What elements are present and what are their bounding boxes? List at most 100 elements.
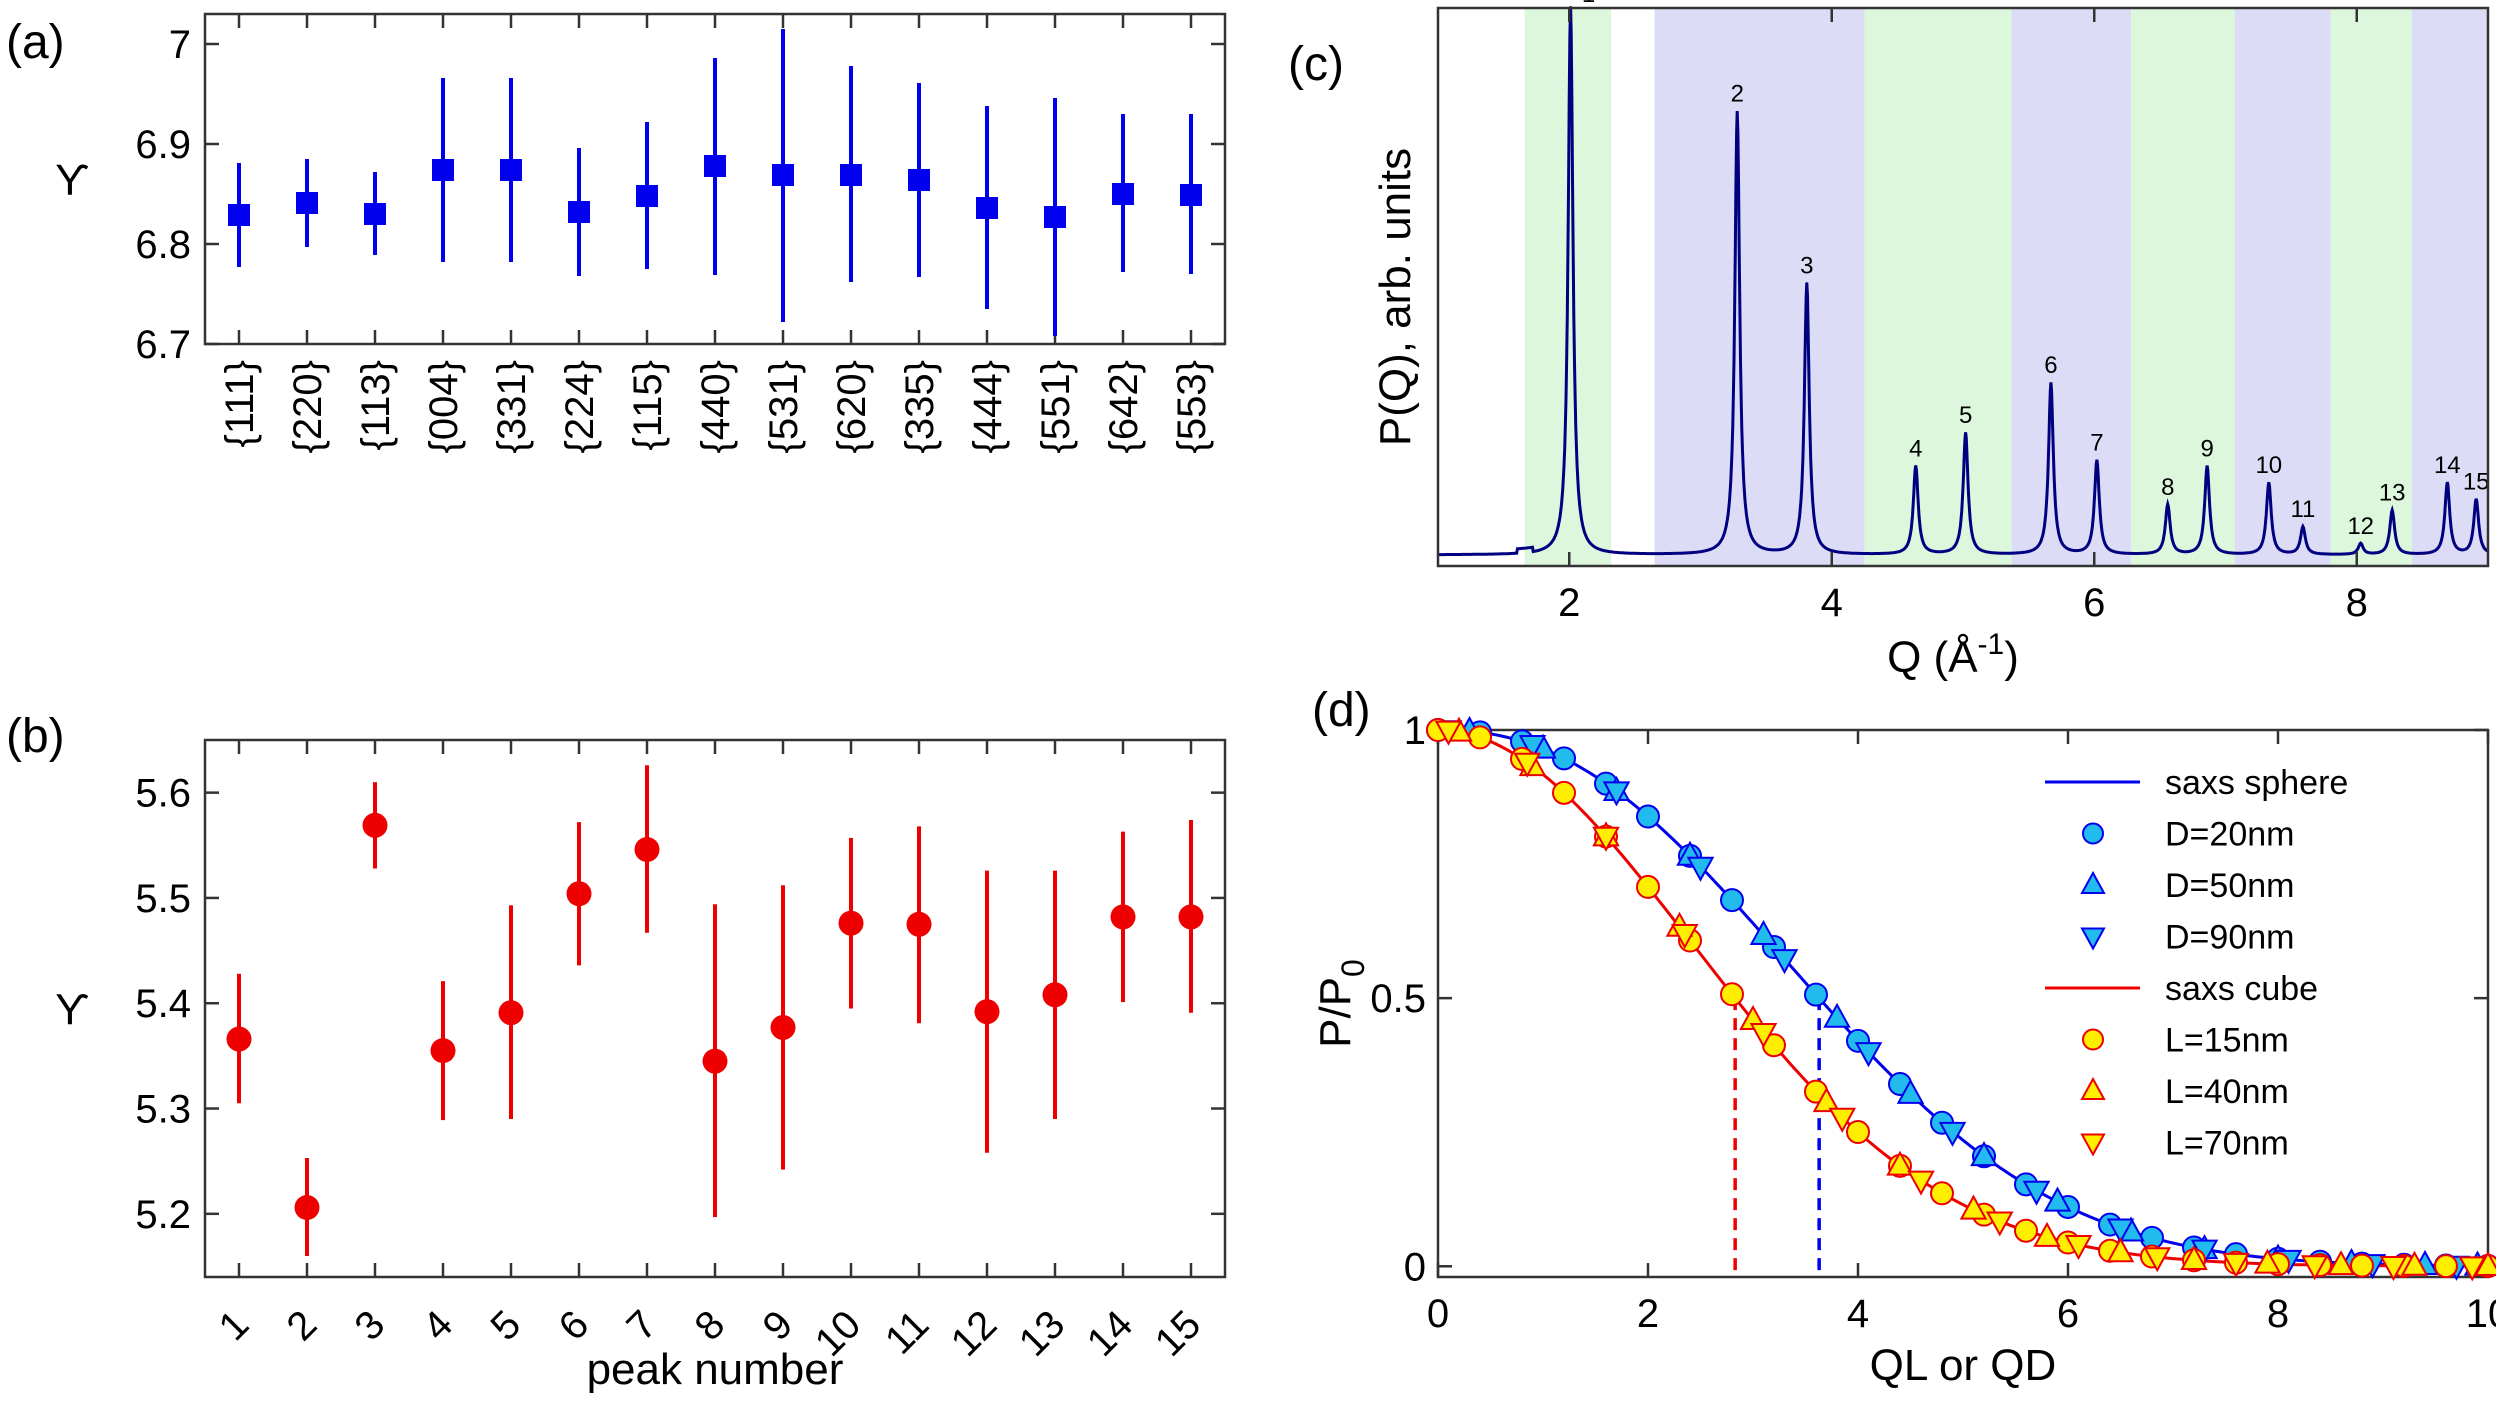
- legend-label: L=15nm: [2165, 1022, 2289, 1060]
- data-point-l70nm: [1985, 1211, 2014, 1237]
- legend-marker: [2082, 822, 2104, 845]
- data-point-l40nm: [1959, 1194, 1988, 1220]
- data-point-d20nm: [1636, 804, 1660, 829]
- data-point-l40nm: [2327, 1250, 2355, 1276]
- y-axis-label: P/P0: [1311, 959, 1371, 1048]
- legend-marker: [2080, 1133, 2106, 1157]
- panel-a-chart: 6.7 6.8 6.9 7 {111} {220} {113} {004} {331} {224}…: [55, 12, 1227, 453]
- x-tick-label: 12: [943, 1302, 1006, 1365]
- data-point-d90nm: [1938, 1121, 1967, 1147]
- data-point-l70nm: [2143, 1247, 2172, 1273]
- data-point-d90nm: [1770, 949, 1799, 975]
- peak-label: 11: [2290, 496, 2315, 523]
- peak-label: 15: [2463, 469, 2490, 496]
- legend-marker: [2080, 870, 2106, 894]
- data-point-l15nm: [1930, 1181, 1954, 1206]
- legend-marker: [2080, 927, 2106, 951]
- panel-label-b: (b): [6, 710, 65, 763]
- x-tick-label: 2: [1637, 1292, 1659, 1336]
- peak-label: 9: [2200, 435, 2213, 462]
- data-point-d50nm: [1823, 1002, 1851, 1028]
- x-tick-label: 3: [347, 1302, 394, 1349]
- x-tick-label: 13: [1011, 1302, 1074, 1365]
- legend-label: L=70nm: [2165, 1125, 2289, 1163]
- data-point: [362, 812, 388, 838]
- y-tick-label: 7: [169, 23, 191, 67]
- y-axis-label-text: P/P: [1311, 977, 1360, 1048]
- shaded-q-band: [1654, 8, 1865, 566]
- panel-label-c: (c): [1288, 38, 1344, 91]
- x-tick-label-miller: {440}: [694, 360, 738, 453]
- data-point: [974, 999, 1000, 1025]
- data-point-d50nm: [1749, 919, 1778, 945]
- peak-label: 3: [1800, 252, 1813, 279]
- data-point: [228, 204, 250, 226]
- data-point-l70nm: [1670, 923, 1699, 950]
- x-axis-label: QL or QD: [1870, 1341, 2057, 1390]
- x-axis-label-sup: -1: [1978, 628, 2005, 661]
- x-tick-label: 4: [415, 1302, 462, 1349]
- data-point-l70nm: [1749, 1023, 1778, 1049]
- data-point: [1042, 982, 1068, 1008]
- y-axis-label-sub: 0: [1335, 959, 1371, 977]
- data-point: [566, 881, 592, 907]
- data-point: [1044, 206, 1066, 228]
- data-point: [364, 203, 386, 225]
- y-axis-label: ϒ: [55, 156, 89, 205]
- sphere-fit-line: [1438, 728, 2488, 1268]
- x-tick-label: 4: [1847, 1292, 1869, 1336]
- y-tick-label: 6.9: [135, 123, 191, 167]
- x-tick-label: 2: [279, 1302, 326, 1349]
- data-point: [498, 1000, 524, 1026]
- data-point-l70nm: [1592, 826, 1620, 852]
- y-tick-label: 5.6: [135, 772, 191, 816]
- x-tick-label: 2: [1558, 581, 1580, 625]
- y-axis-label: P(Q), arb. units: [1371, 148, 1420, 446]
- x-tick-label: 15: [1147, 1302, 1210, 1365]
- x-tick-label: 4: [1821, 581, 1843, 625]
- peak-label: 8: [2161, 474, 2174, 501]
- legend-marker: [2080, 1076, 2106, 1100]
- x-tick-label: 8: [2267, 1292, 2289, 1336]
- peak-label: 5: [1959, 402, 1972, 429]
- x-tick-label-miller: {113}: [354, 360, 398, 451]
- x-tick-label: 8: [687, 1302, 734, 1349]
- y-tick-label: 5.5: [135, 877, 191, 921]
- y-tick-label: 1: [1404, 709, 1426, 753]
- data-point: [500, 159, 522, 181]
- legend-label: L=40nm: [2165, 1073, 2289, 1111]
- data-point-l70nm: [1434, 720, 1463, 746]
- data-point: [1180, 184, 1202, 206]
- peak-label: 7: [2090, 430, 2103, 457]
- legend-label: saxs sphere: [2165, 764, 2348, 802]
- x-tick-label-miller: {531}: [762, 360, 806, 453]
- legend-label: D=90nm: [2165, 919, 2294, 957]
- data-point: [226, 1026, 252, 1052]
- data-point-d90nm: [1686, 856, 1715, 882]
- data-point: [294, 1195, 320, 1221]
- diffraction-curve: [1438, 6, 2489, 557]
- shaded-q-band: [2011, 8, 2131, 566]
- peak-label: 6: [2044, 352, 2057, 379]
- data-point: [296, 192, 318, 214]
- data-point-d90nm: [1854, 1042, 1883, 1068]
- y-tick-label: 6.8: [135, 223, 191, 267]
- data-point: [568, 201, 590, 223]
- data-point: [976, 197, 998, 219]
- data-point: [840, 164, 862, 186]
- peak-label: 2: [1731, 81, 1744, 108]
- data-point-l70nm: [2300, 1255, 2329, 1281]
- data-point-l70nm: [1513, 752, 1542, 778]
- data-point-d20nm: [1720, 888, 1744, 913]
- x-tick-label-miller: {115}: [626, 360, 670, 451]
- data-point-l70nm: [2064, 1235, 2093, 1261]
- y-tick-label: 0.5: [1370, 977, 1426, 1021]
- data-point-l15nm: [2434, 1254, 2458, 1279]
- x-tick-label: 6: [2083, 581, 2105, 625]
- data-point-d50nm: [1970, 1141, 1998, 1167]
- data-point-d20nm: [1804, 982, 1828, 1007]
- peak-label: 13: [2379, 480, 2406, 507]
- data-point: [838, 910, 864, 936]
